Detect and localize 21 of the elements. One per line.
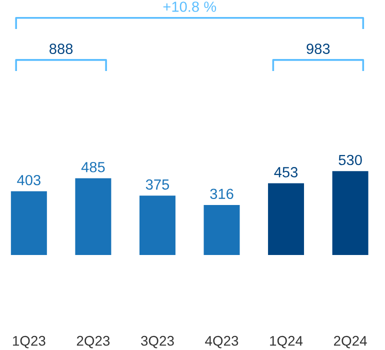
data-label: 453 xyxy=(274,167,298,178)
x-tick-label: 2Q24 xyxy=(334,336,367,348)
bar xyxy=(10,191,47,255)
bar xyxy=(204,204,240,255)
bar xyxy=(268,183,304,255)
data-label: 403 xyxy=(17,174,40,186)
x-tick-label: 4Q23 xyxy=(205,336,238,348)
x-tick-label: 1Q23 xyxy=(12,336,46,348)
bar xyxy=(332,171,368,255)
text: 983 xyxy=(306,44,330,54)
data-label: 316 xyxy=(210,188,234,200)
data-label: 530 xyxy=(338,154,362,166)
text: +10.8 % xyxy=(163,2,216,12)
text: 888 xyxy=(50,44,73,54)
data-label: 375 xyxy=(146,179,170,190)
x-tick-label: 1Q24 xyxy=(270,336,303,348)
bar xyxy=(75,178,112,255)
x-tick-label: 3Q23 xyxy=(141,336,174,348)
x-tick-label: 2Q23 xyxy=(76,336,110,348)
bar xyxy=(139,196,176,255)
data-label: 485 xyxy=(81,162,105,172)
